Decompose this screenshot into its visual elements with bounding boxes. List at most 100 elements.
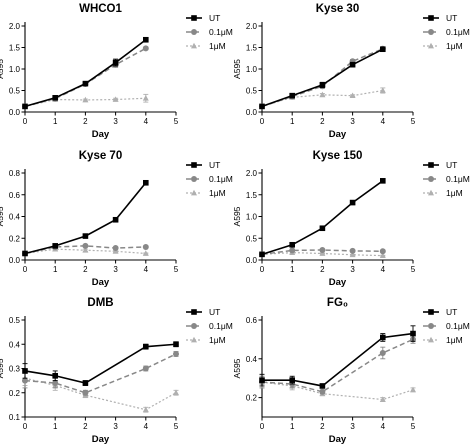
data-point [173, 350, 179, 357]
chart-title: DMB [87, 297, 113, 309]
data-point [142, 250, 149, 256]
y-tick-label: 0.6 [246, 316, 258, 325]
data-point [410, 330, 416, 337]
y-tick-label: 1.5 [246, 191, 258, 200]
data-point [142, 365, 149, 372]
legend-marker [428, 162, 434, 168]
data-point [82, 96, 89, 103]
data-point [319, 82, 326, 88]
legend-label: UT [446, 307, 457, 317]
y-axis-label: A595 [0, 59, 5, 79]
chart-title: FG₀ [327, 297, 348, 309]
legend-marker [428, 309, 434, 315]
y-axis-label: A595 [232, 59, 242, 79]
data-point [349, 251, 356, 258]
x-tick-label: 1 [53, 422, 58, 431]
chart-title: WHCO1 [79, 3, 122, 15]
series-0 [259, 178, 386, 258]
legend-marker [191, 29, 197, 35]
legend-item-0: UT [186, 160, 220, 170]
data-point [289, 377, 295, 383]
series-line [261, 48, 384, 108]
series-line [261, 48, 384, 108]
legend-marker [191, 323, 197, 329]
data-point [52, 372, 58, 379]
y-tick-label: 0.5 [246, 234, 258, 243]
data-point [379, 349, 386, 356]
y-tick-label: 1.0 [246, 213, 258, 222]
data-point [319, 250, 326, 256]
x-axis-label: Day [92, 434, 110, 444]
series-0 [22, 179, 149, 257]
x-axis-label: Day [329, 277, 347, 288]
y-tick-label: 1.5 [246, 44, 258, 53]
data-point [289, 92, 295, 99]
series-0 [22, 341, 179, 386]
data-point [259, 251, 265, 258]
legend-label: 1μM [209, 335, 226, 345]
legend-item-0: UT [423, 13, 457, 23]
data-point [22, 103, 28, 110]
x-tick-label: 2 [83, 265, 88, 274]
chart-panel-3: Kyse 150 0 1 2 3 4 5 0.0 0.5 1.0 1.5 2.0 Day A595 UT 0.… [232, 150, 470, 288]
data-point [52, 380, 59, 387]
legend-marker [191, 176, 197, 182]
legend-label: UT [209, 160, 220, 170]
series-line [261, 381, 414, 401]
chart-title: Kyse 70 [79, 150, 122, 162]
data-point [319, 225, 326, 232]
y-tick-label: 2.0 [9, 22, 21, 31]
legend-label: 1μM [446, 335, 463, 345]
y-tick-label: 0.4 [246, 355, 258, 364]
data-point [142, 406, 149, 413]
legend-marker [191, 162, 197, 168]
x-tick-label: 0 [260, 265, 265, 274]
legend-marker [428, 323, 434, 329]
legend-item-2: 1μM [186, 41, 226, 51]
data-point [259, 103, 265, 110]
chart-panel-2: Kyse 70 0 1 2 3 4 5 0.0 0.2 0.4 0.6 0.8 Day A595 UT 0.1… [0, 150, 233, 288]
data-point [319, 91, 326, 98]
x-tick-label: 5 [411, 422, 416, 431]
legend-label: 0.1μM [209, 321, 233, 331]
data-point [112, 59, 119, 66]
series-1 [259, 335, 416, 395]
legend-marker [191, 42, 197, 49]
legend: UT 0.1μM 1μM [423, 160, 470, 198]
x-tick-label: 2 [320, 422, 325, 431]
legend-label: 1μM [446, 188, 463, 198]
data-point [349, 61, 356, 68]
data-point [380, 334, 386, 341]
x-axis-label: Day [329, 434, 347, 444]
legend-label: UT [209, 307, 220, 317]
series-0 [259, 46, 386, 110]
x-tick-label: 5 [174, 422, 179, 431]
legend-item-2: 1μM [423, 41, 463, 51]
legend-item-0: UT [423, 307, 457, 317]
data-point [380, 46, 386, 53]
legend: UT 0.1μM 1μM [186, 160, 233, 198]
x-tick-label: 2 [83, 422, 88, 431]
data-point [82, 80, 89, 87]
series-2 [22, 370, 179, 413]
series-line [261, 180, 384, 256]
legend-label: 0.1μM [446, 321, 470, 331]
x-tick-label: 2 [320, 117, 325, 126]
x-axis-label: Day [92, 277, 110, 288]
legend-item-2: 1μM [423, 188, 463, 198]
x-tick-label: 0 [23, 422, 28, 431]
y-tick-label: 0.5 [9, 316, 21, 325]
data-point [142, 45, 149, 52]
data-point [289, 247, 296, 254]
legend-item-2: 1μM [423, 335, 463, 345]
chart-panel-5: FG₀ 0 1 2 3 4 5 0.2 0.4 0.6 Day A595 UT 0.1μM 1μM [232, 297, 470, 444]
data-point [143, 179, 149, 186]
chart-panel-1: Kyse 30 0 1 2 3 4 5 0.0 0.5 1.0 1.5 2.0 Day A595 UT 0.1… [232, 3, 470, 140]
y-tick-label: 0.2 [9, 389, 21, 398]
legend-item-1: 0.1μM [186, 321, 233, 331]
legend-item-1: 0.1μM [186, 174, 233, 184]
data-point [142, 95, 149, 101]
legend: UT 0.1μM 1μM [423, 307, 470, 345]
data-point [82, 389, 89, 396]
legend-item-1: 0.1μM [423, 174, 470, 184]
